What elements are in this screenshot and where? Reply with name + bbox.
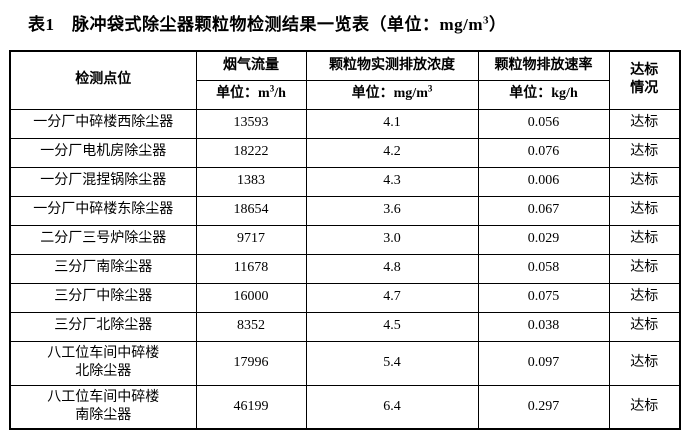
flow-cell: 8352 — [195, 311, 307, 342]
rate-cell: 0.076 — [477, 137, 610, 168]
point-cell: 八工位车间中碎楼 南除尘器 — [9, 384, 197, 430]
col-unit-concentration: 单位：mg/m3 — [305, 79, 479, 110]
table-title-text: 表1 脉冲袋式除尘器颗粒物检测结果一览表（单位：mg/m — [28, 15, 484, 34]
table-title: 表1 脉冲袋式除尘器颗粒物检测结果一览表（单位：mg/m3） — [28, 10, 507, 35]
concentration-cell: 4.8 — [305, 253, 479, 284]
point-cell: 三分厂中除尘器 — [9, 282, 197, 313]
table-row: 八工位车间中碎楼 北除尘器 17996 5.4 0.097 达标 — [9, 340, 681, 386]
col-header-concentration: 颗粒物实测排放浓度 — [305, 50, 479, 81]
point-cell: 三分厂北除尘器 — [9, 311, 197, 342]
col-unit-flow: 单位：m3/h — [195, 79, 307, 110]
flow-cell: 1383 — [195, 166, 307, 197]
concentration-cell: 3.6 — [305, 195, 479, 226]
rate-cell: 0.097 — [477, 340, 610, 386]
status-cell: 达标 — [608, 108, 681, 139]
point-cell: 一分厂中碎楼东除尘器 — [9, 195, 197, 226]
concentration-cell: 4.3 — [305, 166, 479, 197]
concentration-cell: 3.0 — [305, 224, 479, 255]
flow-cell: 9717 — [195, 224, 307, 255]
col-header-rate: 颗粒物排放速率 — [477, 50, 610, 81]
flow-cell: 18654 — [195, 195, 307, 226]
header-row-2: 单位：m3/h 单位：mg/m3 单位：kg/h — [10, 79, 680, 110]
rate-cell: 0.006 — [477, 166, 610, 197]
table-row: 三分厂南除尘器 11678 4.8 0.058 达标 — [9, 253, 681, 284]
table-row: 三分厂北除尘器 8352 4.5 0.038 达标 — [9, 311, 681, 342]
table-row: 一分厂混捏锅除尘器 1383 4.3 0.006 达标 — [9, 166, 681, 197]
table-title-close-paren: ） — [489, 15, 507, 34]
point-cell: 一分厂混捏锅除尘器 — [9, 166, 197, 197]
table-row: 一分厂电机房除尘器 18222 4.2 0.076 达标 — [9, 137, 681, 168]
flow-cell: 16000 — [195, 282, 307, 313]
concentration-cell: 4.1 — [305, 108, 479, 139]
col-unit-rate: 单位：kg/h — [477, 79, 610, 110]
point-cell: 二分厂三号炉除尘器 — [9, 224, 197, 255]
header-row-1: 检测点位 烟气流量 颗粒物实测排放浓度 颗粒物排放速率 达标 情况 — [9, 50, 681, 110]
table-title-superscript: 3 — [483, 14, 490, 27]
rate-cell: 0.056 — [477, 108, 610, 139]
point-cell: 一分厂中碎楼西除尘器 — [9, 108, 197, 139]
table-row: 一分厂中碎楼东除尘器 18654 3.6 0.067 达标 — [9, 195, 681, 226]
point-cell: 一分厂电机房除尘器 — [9, 137, 197, 168]
rate-cell: 0.029 — [477, 224, 610, 255]
concentration-cell: 4.2 — [305, 137, 479, 168]
status-cell: 达标 — [608, 282, 681, 313]
col-header-point: 检测点位 — [9, 50, 197, 110]
table-row: 二分厂三号炉除尘器 9717 3.0 0.029 达标 — [9, 224, 681, 255]
status-cell: 达标 — [608, 253, 681, 284]
rate-cell: 0.297 — [477, 384, 610, 430]
detection-results-table: 检测点位 烟气流量 颗粒物实测排放浓度 颗粒物排放速率 达标 情况 单位：m3/… — [9, 50, 681, 430]
rate-cell: 0.058 — [477, 253, 610, 284]
table-row: 一分厂中碎楼西除尘器 13593 4.1 0.056 达标 — [9, 108, 681, 139]
table-row: 八工位车间中碎楼 南除尘器 46199 6.4 0.297 达标 — [9, 384, 681, 430]
flow-unit-superscript: 3 — [269, 83, 275, 94]
rate-cell: 0.075 — [477, 282, 610, 313]
status-cell: 达标 — [608, 166, 681, 197]
status-cell: 达标 — [608, 224, 681, 255]
status-cell: 达标 — [608, 340, 681, 386]
rate-cell: 0.038 — [477, 311, 610, 342]
flow-cell: 11678 — [195, 253, 307, 284]
flow-cell: 46199 — [195, 384, 307, 430]
concentration-cell: 4.5 — [305, 311, 479, 342]
col-header-status: 达标 情况 — [608, 50, 681, 110]
rate-cell: 0.067 — [477, 195, 610, 226]
flow-cell: 17996 — [195, 340, 307, 386]
flow-cell: 13593 — [195, 108, 307, 139]
flow-cell: 18222 — [195, 137, 307, 168]
status-cell: 达标 — [608, 311, 681, 342]
conc-unit-superscript: 3 — [427, 83, 433, 94]
concentration-cell: 6.4 — [305, 384, 479, 430]
status-cell: 达标 — [608, 384, 681, 430]
concentration-cell: 5.4 — [305, 340, 479, 386]
table-row: 三分厂中除尘器 16000 4.7 0.075 达标 — [9, 282, 681, 313]
point-cell: 八工位车间中碎楼 北除尘器 — [9, 340, 197, 386]
concentration-cell: 4.7 — [305, 282, 479, 313]
point-cell: 三分厂南除尘器 — [9, 253, 197, 284]
col-header-flow: 烟气流量 — [195, 50, 307, 81]
status-cell: 达标 — [608, 137, 681, 168]
status-cell: 达标 — [608, 195, 681, 226]
